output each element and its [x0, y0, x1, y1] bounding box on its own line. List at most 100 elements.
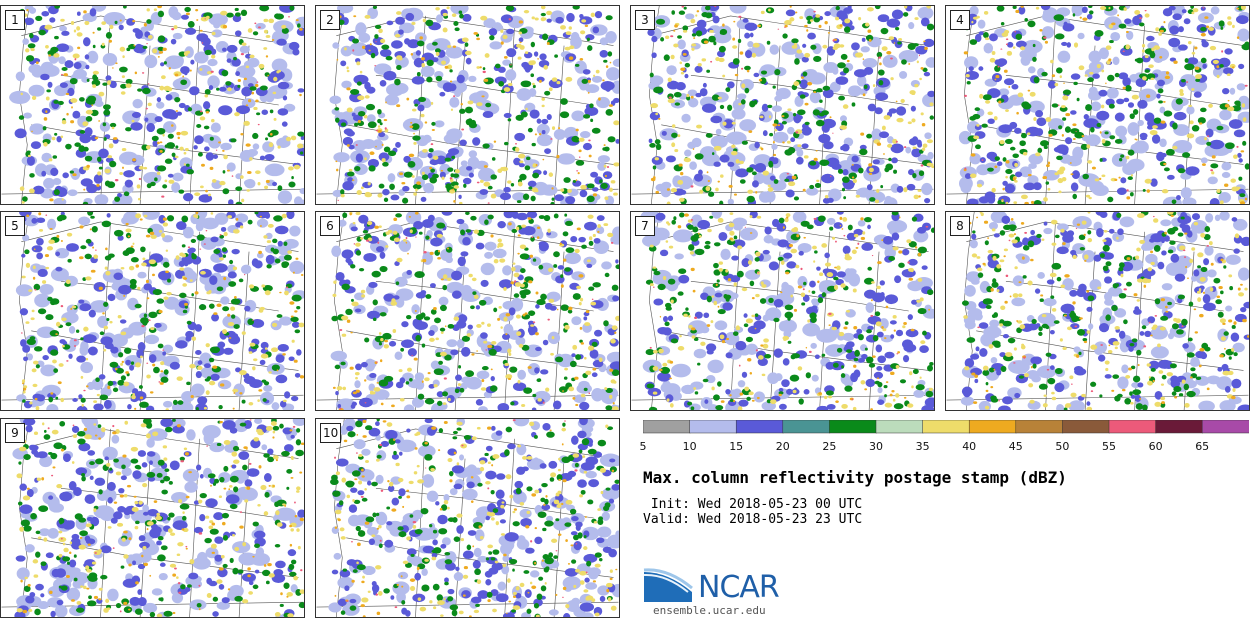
echo-cell [146, 19, 152, 24]
boundary-line [661, 330, 929, 371]
echo-cell [824, 20, 828, 25]
echo-cell [551, 197, 555, 201]
echo-cell [840, 115, 847, 123]
echo-cell [556, 81, 561, 85]
echo-cell [1000, 21, 1005, 26]
echo-cell [456, 74, 465, 84]
echo-cell [70, 307, 73, 310]
echo-cell [868, 172, 873, 175]
echo-cell [914, 83, 919, 88]
echo-cell [95, 377, 100, 382]
echo-cell [171, 11, 182, 21]
echo-cell [35, 405, 40, 410]
echo-cell [844, 253, 850, 259]
echo-cell [388, 150, 397, 157]
echo-cell [1227, 16, 1232, 20]
echo-cell [922, 143, 928, 148]
echo-cell [168, 67, 172, 70]
echo-cell [160, 376, 169, 383]
echo-cell [911, 92, 916, 96]
echo-cell [823, 141, 834, 150]
echo-cell [563, 376, 568, 380]
echo-cell [103, 348, 107, 352]
echo-cell [877, 69, 885, 76]
echo-cell [475, 305, 481, 310]
echo-cell [737, 245, 743, 250]
echo-cell [906, 239, 912, 244]
echo-cell [217, 341, 226, 349]
echo-cell [843, 326, 848, 330]
echo-cell [530, 324, 535, 327]
echo-cell [150, 327, 155, 331]
echo-cell [738, 364, 741, 367]
echo-cell [665, 306, 672, 311]
echo-cell [803, 281, 807, 286]
echo-cell [856, 187, 873, 198]
echo-cell [31, 217, 38, 224]
echo-cell [76, 26, 81, 31]
echo-cell [186, 381, 191, 386]
echo-cell [219, 233, 222, 236]
echo-cell [731, 150, 738, 156]
echo-cell [660, 37, 665, 42]
echo-cell [1027, 175, 1039, 185]
echo-cell [143, 214, 148, 218]
echo-cell [239, 45, 250, 54]
echo-cell [235, 217, 239, 221]
echo-cell [337, 404, 342, 409]
echo-cell [875, 92, 889, 101]
echo-cell [379, 312, 387, 317]
echo-cell [572, 179, 577, 183]
echo-cell [123, 294, 126, 297]
echo-cell [744, 22, 758, 31]
echo-cell [1233, 129, 1246, 138]
echo-cell [733, 331, 739, 336]
echo-cell [1127, 102, 1135, 108]
reflectivity-map [316, 212, 619, 410]
echo-cell [235, 71, 241, 77]
echo-cell [36, 252, 44, 260]
echo-cell [45, 214, 48, 216]
echo-cell [84, 253, 92, 260]
echo-cell [694, 153, 704, 160]
echo-cell [552, 400, 562, 410]
echo-cell [421, 174, 429, 181]
echo-cell [713, 161, 721, 167]
echo-cell [1062, 89, 1072, 95]
echo-cell [1238, 176, 1243, 181]
echo-cell [1244, 197, 1248, 201]
echo-cell [717, 381, 722, 387]
echo-cell [46, 403, 59, 410]
echo-cell [887, 136, 894, 144]
echo-cell [175, 110, 179, 112]
echo-cell [519, 173, 527, 181]
echo-cell [342, 386, 347, 391]
echo-cell [921, 123, 926, 127]
echo-cell [1056, 403, 1065, 410]
echo-cell [814, 250, 818, 254]
echo-cell [82, 334, 97, 344]
echo-cell [821, 118, 836, 129]
echo-cell [381, 143, 384, 146]
echo-cell [392, 230, 398, 235]
echo-cell [853, 364, 857, 368]
echo-cell [763, 338, 769, 343]
echo-cell [1211, 171, 1215, 175]
echo-cell [967, 272, 980, 280]
echo-cell [427, 214, 435, 222]
echo-cell [59, 25, 67, 32]
echo-cell [520, 268, 526, 274]
echo-cell [484, 219, 489, 225]
echo-cell [1122, 86, 1126, 90]
echo-cell [736, 270, 744, 278]
echo-cell [86, 183, 98, 194]
echo-cell [865, 356, 874, 364]
echo-cell [1012, 153, 1019, 159]
echo-cell [1186, 133, 1195, 139]
echo-cell [862, 58, 865, 61]
echo-cell [1033, 117, 1037, 122]
echo-cell [256, 112, 261, 116]
echo-cell [1078, 65, 1085, 71]
echo-cell [553, 213, 559, 219]
echo-cell [340, 194, 345, 198]
